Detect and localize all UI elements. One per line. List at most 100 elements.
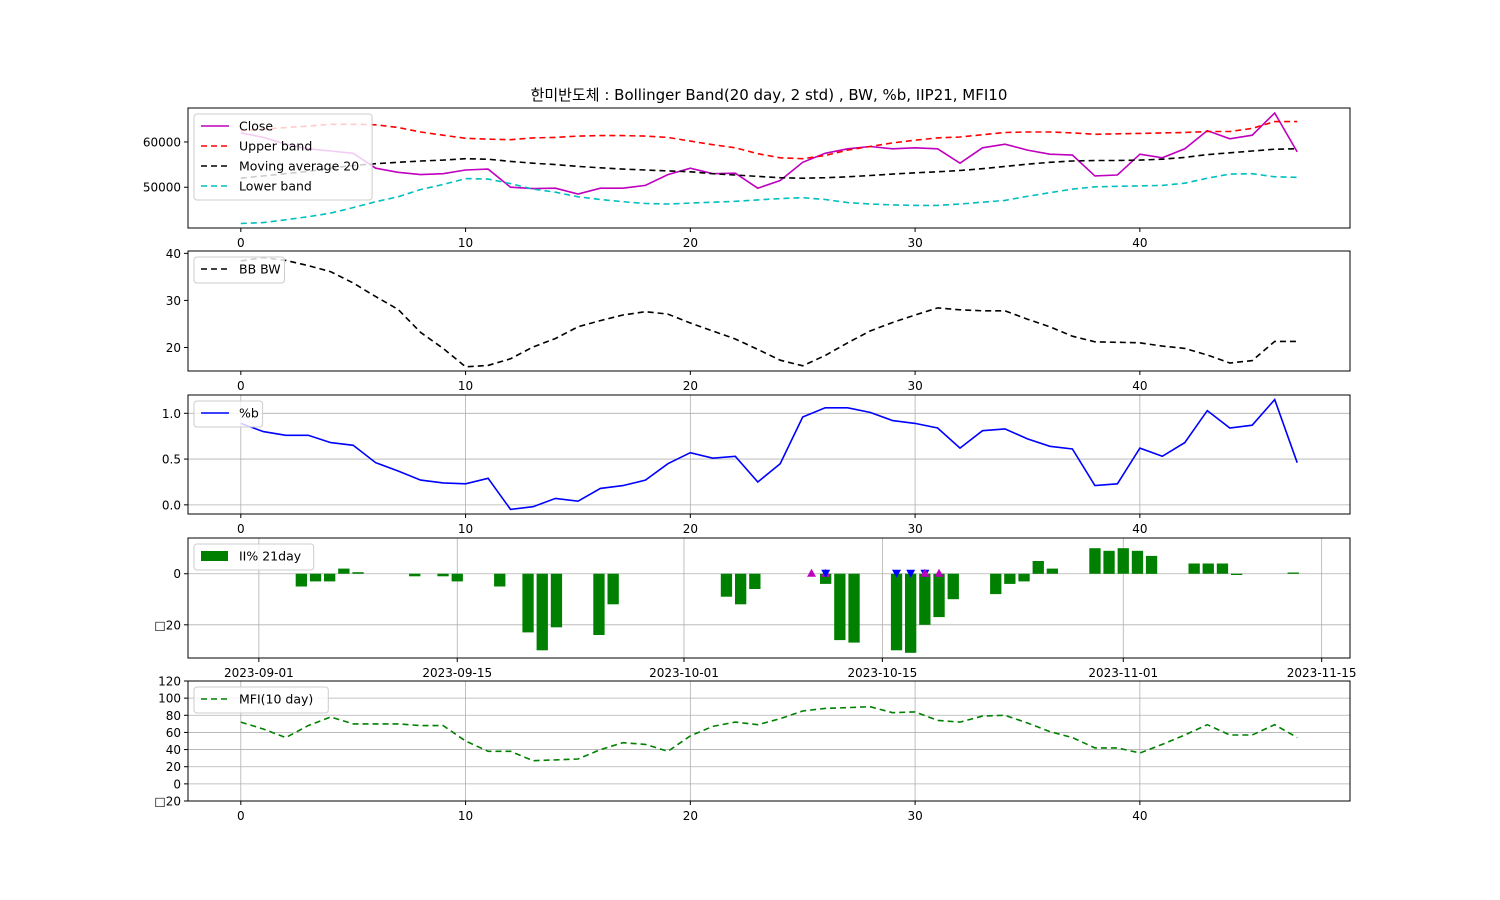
bar <box>409 573 421 577</box>
bar <box>1032 561 1044 574</box>
bar <box>494 573 506 587</box>
x-tick-label: 10 <box>458 236 473 250</box>
y-tick-label: 0 <box>173 567 181 581</box>
y-tick-label: 0 <box>173 777 181 791</box>
bar <box>324 573 336 582</box>
x-tick-label: 0 <box>237 809 245 823</box>
x-tick-label: 2023-09-01 <box>224 666 294 680</box>
y-tick-label: 0.0 <box>162 498 181 512</box>
legend-label: II% 21day <box>239 549 302 564</box>
bar <box>749 573 761 589</box>
x-tick-label: 20 <box>683 236 698 250</box>
y-tick-label: 20 <box>166 760 181 774</box>
y-tick-label: 120 <box>158 675 181 689</box>
y-tick-label: 60000 <box>143 135 181 149</box>
x-tick-label: 10 <box>458 809 473 823</box>
y-tick-label: 30 <box>166 294 181 308</box>
series-line-bb-bw <box>240 256 1298 368</box>
sell-signal-marker <box>906 569 916 578</box>
legend <box>193 686 329 714</box>
plot-frame <box>187 107 1351 229</box>
series-line-mfi-10-day- <box>240 705 1298 762</box>
bar <box>919 573 931 625</box>
panel-mfi10: □20 0 20 40 60 80 100 120 0 10 20 30 40 MFI(10 day) <box>154 675 1351 823</box>
y-tick-label: 40 <box>166 247 181 261</box>
x-tick-label: 0 <box>237 379 245 393</box>
legend <box>193 256 285 284</box>
bar <box>1188 563 1200 574</box>
buy-signal-marker <box>920 568 930 577</box>
y-tick-label: 50000 <box>143 181 181 195</box>
buy-signal-marker <box>934 568 944 577</box>
bar <box>834 573 846 641</box>
bar <box>1145 555 1158 574</box>
bar <box>848 573 860 643</box>
bar <box>890 573 903 651</box>
legend-label: Close <box>239 119 273 134</box>
x-tick-label: 20 <box>683 379 698 393</box>
bar <box>720 573 733 597</box>
series-line-moving-average-20 <box>240 148 1298 180</box>
panel-bollinger: 50000 60000 0 10 20 30 40 Close Upper band Moving… <box>143 107 1351 250</box>
y-tick-label: □20 <box>154 618 181 632</box>
x-tick-label: 2023-10-01 <box>649 666 719 680</box>
legend <box>193 400 264 428</box>
bar <box>451 573 463 582</box>
plot-frame <box>187 250 1351 372</box>
bar <box>820 573 832 584</box>
x-tick-label: 30 <box>907 236 922 250</box>
bar <box>593 573 605 635</box>
bar <box>1004 573 1016 584</box>
sell-signal-marker <box>892 569 901 578</box>
x-tick-label: 2023-09-15 <box>422 666 492 680</box>
x-tick-label: 20 <box>683 809 698 823</box>
y-tick-label: 60 <box>166 726 181 740</box>
bar <box>437 573 449 577</box>
x-tick-label: 40 <box>1132 379 1147 393</box>
bar <box>1231 573 1243 575</box>
bar <box>536 573 548 651</box>
series-line-lower-band <box>240 172 1298 225</box>
panel-percent_b: 0.0 0.5 1.0 0 10 20 30 40 %b <box>162 394 1351 536</box>
series-line-close <box>240 111 1298 195</box>
y-tick-label: 100 <box>158 692 181 706</box>
y-tick-label: 20 <box>166 341 181 355</box>
x-tick-label: 30 <box>907 522 922 536</box>
x-tick-label: 20 <box>683 522 698 536</box>
x-tick-label: 2023-11-15 <box>1287 666 1357 680</box>
bar <box>1046 568 1058 574</box>
legend <box>193 543 315 571</box>
x-tick-label: 40 <box>1132 236 1147 250</box>
y-tick-label: 80 <box>166 709 181 723</box>
chart-title: 한미반도체 : Bollinger Band(20 day, 2 std) , … <box>531 86 1008 104</box>
x-tick-label: 2023-11-01 <box>1088 666 1158 680</box>
sell-signal-marker <box>821 569 831 578</box>
bar <box>735 573 747 605</box>
bar <box>607 573 619 605</box>
plot-frame <box>187 537 1351 659</box>
bar <box>1018 573 1030 582</box>
bar <box>990 573 1002 595</box>
x-tick-label: 0 <box>237 522 245 536</box>
bar <box>522 573 534 633</box>
bar <box>1089 548 1101 574</box>
buy-signal-marker <box>807 568 816 577</box>
bar <box>1216 563 1229 574</box>
bar <box>1287 572 1299 574</box>
y-tick-label: 0.5 <box>162 453 181 467</box>
legend-label: Upper band <box>239 139 312 154</box>
bar <box>905 573 917 653</box>
legend <box>193 113 373 201</box>
bar <box>295 573 307 587</box>
x-tick-label: 30 <box>907 809 922 823</box>
bar <box>1131 550 1144 574</box>
bar <box>947 573 959 600</box>
x-tick-label: 2023-10-15 <box>847 666 917 680</box>
plot-frame <box>187 680 1351 802</box>
bar <box>1103 550 1115 574</box>
bar <box>1202 563 1214 574</box>
y-tick-label: 40 <box>166 743 181 757</box>
bar <box>309 573 322 582</box>
panel-bandwidth: 20 30 40 0 10 20 30 40 BB BW <box>166 247 1351 393</box>
